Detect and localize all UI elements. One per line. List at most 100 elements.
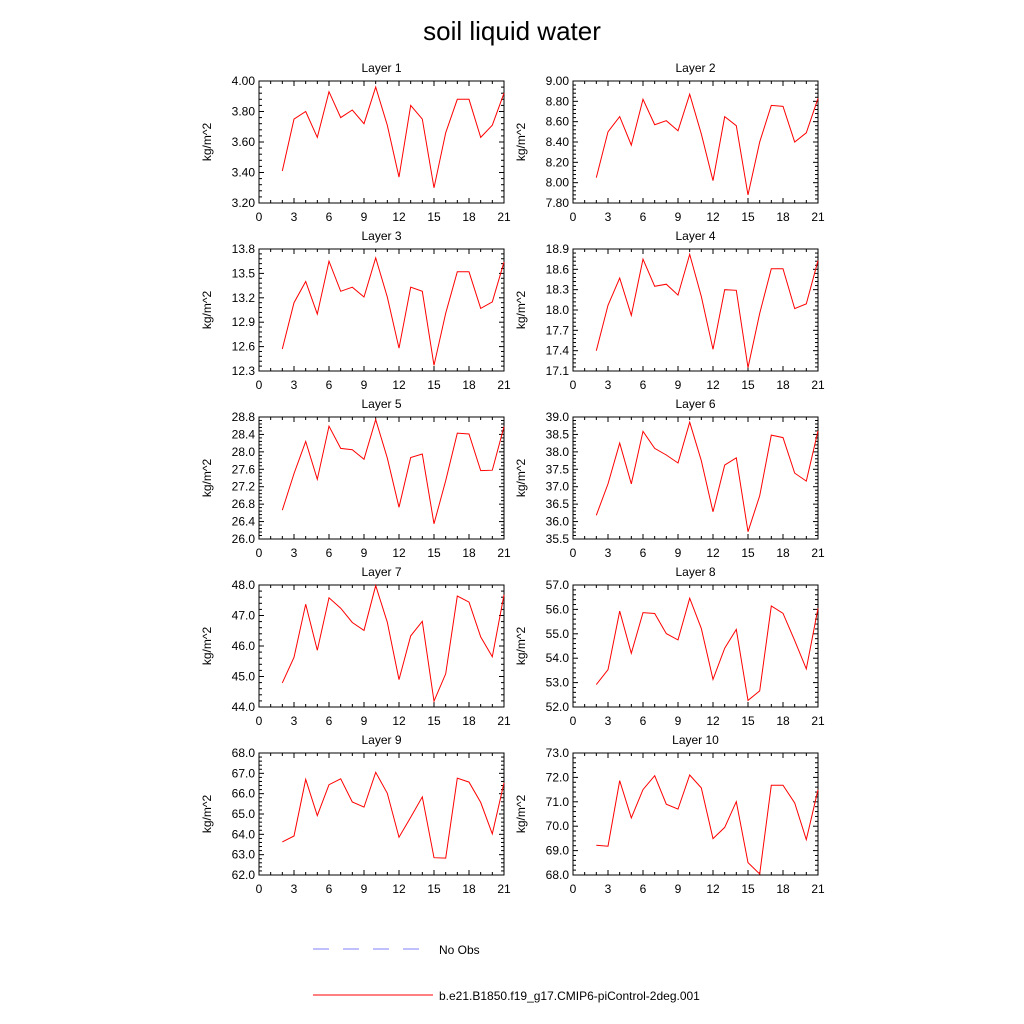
y-tick-label: 62.0 bbox=[232, 868, 256, 882]
y-tick-label: 8.60 bbox=[546, 115, 570, 129]
x-tick-label: 15 bbox=[427, 714, 441, 728]
x-tick-label: 21 bbox=[497, 210, 511, 224]
y-tick-label: 36.0 bbox=[546, 515, 570, 529]
x-tick-label: 6 bbox=[326, 378, 333, 392]
y-tick-label: 27.6 bbox=[232, 462, 256, 476]
panel-title: Layer 2 bbox=[675, 61, 715, 75]
y-tick-label: 3.20 bbox=[232, 196, 256, 210]
x-tick-label: 3 bbox=[605, 546, 612, 560]
x-tick-label: 21 bbox=[811, 210, 825, 224]
y-axis-label: kg/m^2 bbox=[200, 627, 214, 666]
y-tick-label: 26.8 bbox=[232, 497, 256, 511]
x-tick-label: 12 bbox=[392, 378, 406, 392]
x-tick-label: 6 bbox=[640, 210, 647, 224]
x-tick-label: 18 bbox=[776, 714, 790, 728]
legend-label-no-obs: No Obs bbox=[439, 943, 480, 957]
x-tick-label: 18 bbox=[462, 714, 476, 728]
x-tick-label: 9 bbox=[675, 882, 682, 896]
y-axis-label: kg/m^2 bbox=[514, 291, 528, 330]
x-tick-label: 3 bbox=[605, 714, 612, 728]
x-tick-label: 12 bbox=[706, 714, 720, 728]
x-tick-label: 21 bbox=[811, 882, 825, 896]
y-tick-label: 28.8 bbox=[232, 410, 256, 424]
panel-title: Layer 7 bbox=[361, 565, 401, 579]
panel-title: Layer 5 bbox=[361, 397, 401, 411]
legend: No Obs b.e21.B1850.f19_g17.CMIP6-piContr… bbox=[313, 943, 700, 1003]
y-axis-label: kg/m^2 bbox=[200, 459, 214, 498]
y-tick-label: 8.80 bbox=[546, 94, 570, 108]
y-tick-label: 37.5 bbox=[546, 462, 570, 476]
y-tick-label: 37.0 bbox=[546, 480, 570, 494]
y-tick-label: 71.0 bbox=[546, 795, 570, 809]
y-tick-label: 3.40 bbox=[232, 166, 256, 180]
x-tick-label: 18 bbox=[776, 378, 790, 392]
panel-title: Layer 9 bbox=[361, 733, 401, 747]
x-tick-label: 15 bbox=[741, 378, 755, 392]
y-tick-label: 13.2 bbox=[232, 291, 256, 305]
x-tick-label: 12 bbox=[392, 210, 406, 224]
y-tick-label: 4.00 bbox=[232, 74, 256, 88]
y-tick-label: 12.3 bbox=[232, 364, 256, 378]
y-tick-label: 26.4 bbox=[232, 515, 256, 529]
y-tick-label: 3.80 bbox=[232, 105, 256, 119]
y-tick-label: 26.0 bbox=[232, 532, 256, 546]
series-line bbox=[281, 583, 505, 704]
x-tick-label: 0 bbox=[570, 714, 577, 728]
y-tick-label: 18.3 bbox=[546, 283, 570, 297]
y-axis-label: kg/m^2 bbox=[514, 795, 528, 834]
y-tick-label: 18.9 bbox=[546, 242, 570, 256]
x-tick-label: 0 bbox=[570, 210, 577, 224]
series-line bbox=[595, 420, 819, 532]
x-tick-label: 9 bbox=[675, 210, 682, 224]
x-tick-label: 0 bbox=[256, 546, 263, 560]
x-tick-label: 3 bbox=[605, 210, 612, 224]
y-tick-label: 17.4 bbox=[546, 344, 570, 358]
panel-layer-4: Layer 4 0 3 6 9 12 15 18 21 17.1 17.4 17.7 18.0 18.3 1… bbox=[514, 229, 825, 392]
panel-title: Layer 10 bbox=[672, 733, 719, 747]
y-tick-label: 27.2 bbox=[232, 480, 256, 494]
y-tick-label: 17.7 bbox=[546, 323, 570, 337]
x-tick-label: 0 bbox=[256, 378, 263, 392]
panel-title: Layer 1 bbox=[361, 61, 401, 75]
y-tick-label: 28.4 bbox=[232, 427, 256, 441]
panel-title: Layer 3 bbox=[361, 229, 401, 243]
x-tick-label: 6 bbox=[326, 714, 333, 728]
y-axis-label: kg/m^2 bbox=[514, 123, 528, 162]
panel-layer-8: Layer 8 0 3 6 9 12 15 18 21 52.0 53.0 54.0 55.0 56.0 5… bbox=[514, 565, 825, 728]
x-tick-label: 3 bbox=[291, 882, 298, 896]
x-tick-label: 12 bbox=[706, 210, 720, 224]
x-tick-label: 6 bbox=[326, 882, 333, 896]
panel-title: Layer 6 bbox=[675, 397, 715, 411]
plot-frame bbox=[258, 248, 505, 372]
x-tick-label: 9 bbox=[675, 714, 682, 728]
y-axis-label: kg/m^2 bbox=[200, 291, 214, 330]
plot-frame bbox=[572, 80, 819, 204]
y-tick-label: 18.0 bbox=[546, 303, 570, 317]
x-tick-label: 12 bbox=[392, 546, 406, 560]
x-tick-label: 12 bbox=[706, 378, 720, 392]
x-tick-label: 9 bbox=[361, 546, 368, 560]
y-tick-label: 35.5 bbox=[546, 532, 570, 546]
panel-title: Layer 8 bbox=[675, 565, 715, 579]
y-tick-label: 13.8 bbox=[232, 242, 256, 256]
y-tick-label: 45.0 bbox=[232, 670, 256, 684]
y-tick-label: 69.0 bbox=[546, 844, 570, 858]
y-axis-label: kg/m^2 bbox=[200, 123, 214, 162]
y-tick-label: 28.0 bbox=[232, 445, 256, 459]
x-tick-label: 15 bbox=[741, 882, 755, 896]
x-tick-label: 3 bbox=[291, 714, 298, 728]
x-tick-label: 12 bbox=[392, 714, 406, 728]
x-tick-label: 9 bbox=[361, 714, 368, 728]
y-tick-label: 57.0 bbox=[546, 578, 570, 592]
x-tick-label: 6 bbox=[640, 714, 647, 728]
plot-frame bbox=[572, 416, 819, 540]
panel-layer-1: Layer 1 0 3 6 9 12 15 18 21 3.20 3.40 3.60 3.80 4.00 k… bbox=[200, 61, 511, 224]
legend-label-model: b.e21.B1850.f19_g17.CMIP6-piControl-2deg… bbox=[439, 989, 700, 1003]
y-tick-label: 13.5 bbox=[232, 266, 256, 280]
series-line bbox=[596, 774, 819, 876]
y-tick-label: 67.0 bbox=[232, 766, 256, 780]
panel-layer-9: Layer 9 0 3 6 9 12 15 18 21 62.0 63.0 64.0 65.0 66.0 6… bbox=[200, 733, 511, 896]
x-tick-label: 3 bbox=[605, 882, 612, 896]
plot-frame bbox=[572, 752, 819, 876]
